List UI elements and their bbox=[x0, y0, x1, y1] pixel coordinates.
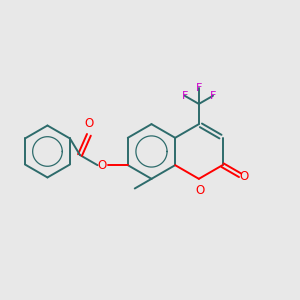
Text: O: O bbox=[98, 159, 107, 172]
Text: F: F bbox=[196, 82, 202, 93]
Text: O: O bbox=[239, 170, 249, 183]
Text: F: F bbox=[210, 91, 216, 101]
Text: O: O bbox=[196, 184, 205, 197]
Text: F: F bbox=[182, 91, 188, 101]
Text: O: O bbox=[84, 117, 94, 130]
